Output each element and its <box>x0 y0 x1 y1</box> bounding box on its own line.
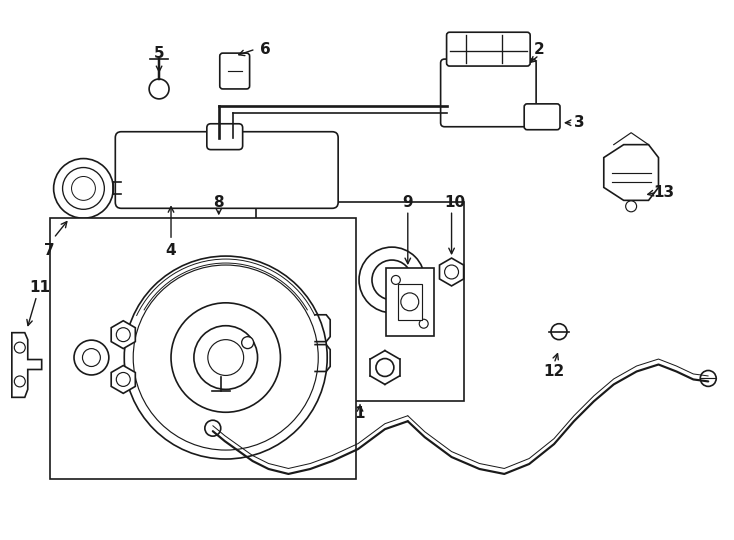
Circle shape <box>194 326 258 389</box>
Text: 11: 11 <box>29 280 50 295</box>
Circle shape <box>124 256 327 459</box>
Text: 4: 4 <box>166 242 176 258</box>
Text: 2: 2 <box>534 42 545 57</box>
Circle shape <box>171 303 280 412</box>
Bar <box>255 202 465 401</box>
Circle shape <box>271 265 330 325</box>
FancyBboxPatch shape <box>219 53 250 89</box>
Circle shape <box>359 247 425 313</box>
FancyBboxPatch shape <box>115 132 338 208</box>
Circle shape <box>625 201 636 212</box>
Polygon shape <box>12 333 42 397</box>
Circle shape <box>376 359 394 376</box>
Polygon shape <box>386 268 434 336</box>
Polygon shape <box>111 321 135 349</box>
Text: 9: 9 <box>402 195 413 210</box>
Polygon shape <box>440 258 464 286</box>
FancyBboxPatch shape <box>261 240 342 355</box>
Circle shape <box>71 177 95 200</box>
Text: 12: 12 <box>543 364 564 379</box>
Text: 1: 1 <box>355 406 366 421</box>
Text: 6: 6 <box>260 42 271 57</box>
Circle shape <box>391 275 400 285</box>
Polygon shape <box>398 284 422 320</box>
Circle shape <box>54 159 113 218</box>
Circle shape <box>551 323 567 340</box>
Circle shape <box>445 265 459 279</box>
Circle shape <box>241 336 253 349</box>
FancyBboxPatch shape <box>440 59 536 127</box>
Text: 8: 8 <box>214 195 224 210</box>
Circle shape <box>116 373 130 387</box>
Text: 13: 13 <box>653 185 674 200</box>
Circle shape <box>372 260 412 300</box>
FancyBboxPatch shape <box>524 104 560 130</box>
Circle shape <box>82 349 101 367</box>
Circle shape <box>208 340 244 375</box>
Circle shape <box>285 279 316 311</box>
Circle shape <box>15 342 25 353</box>
Circle shape <box>62 167 104 210</box>
Circle shape <box>700 370 716 387</box>
Circle shape <box>419 319 428 328</box>
Circle shape <box>205 420 221 436</box>
Text: 7: 7 <box>44 242 55 258</box>
Circle shape <box>149 79 169 99</box>
Text: 5: 5 <box>153 45 164 60</box>
Circle shape <box>116 328 130 342</box>
FancyBboxPatch shape <box>446 32 530 66</box>
Text: 3: 3 <box>573 115 584 130</box>
Bar <box>50 218 356 479</box>
Text: 10: 10 <box>444 195 465 210</box>
Circle shape <box>74 340 109 375</box>
FancyBboxPatch shape <box>207 124 243 150</box>
Polygon shape <box>604 145 658 200</box>
Circle shape <box>15 376 25 387</box>
Circle shape <box>401 293 418 311</box>
Circle shape <box>133 265 319 450</box>
Polygon shape <box>111 366 135 393</box>
